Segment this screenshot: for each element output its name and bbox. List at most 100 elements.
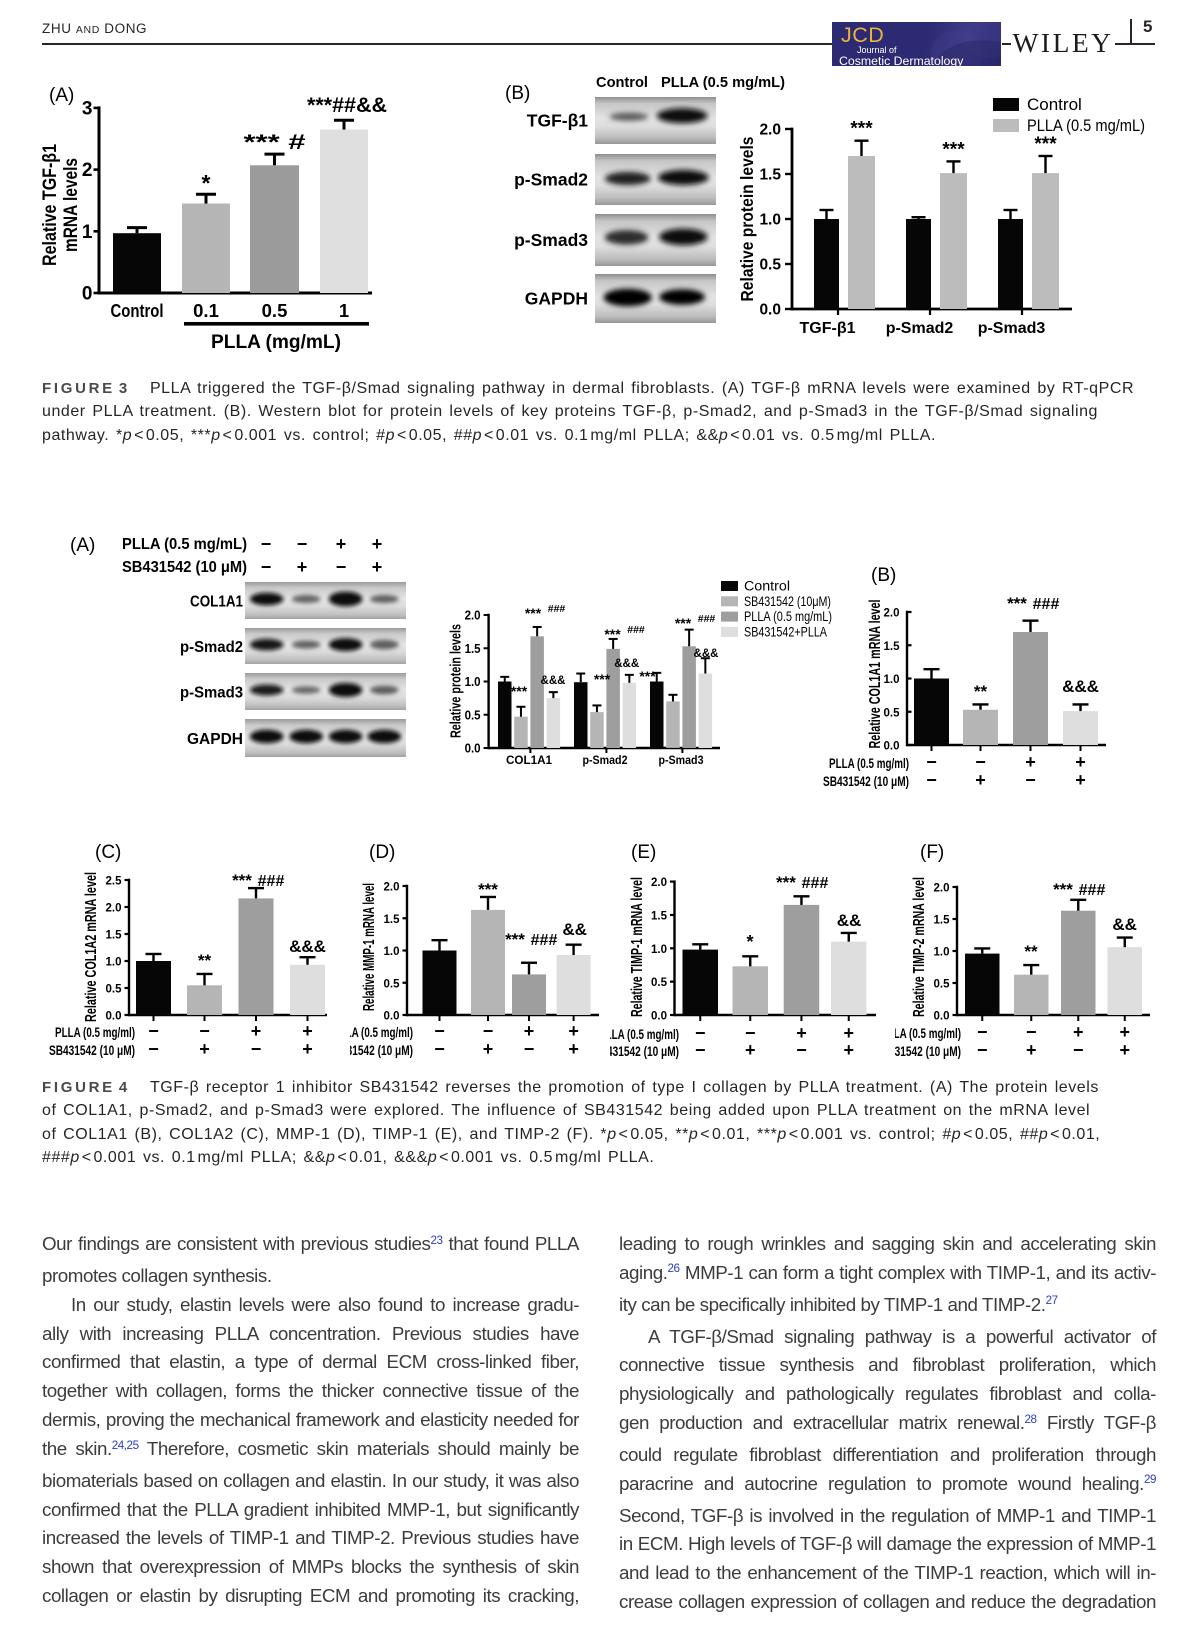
svg-text:###: ### <box>627 624 645 636</box>
svg-text:0.5: 0.5 <box>884 705 900 719</box>
svg-text:+: + <box>796 1023 807 1043</box>
svg-text:***: *** <box>776 873 796 892</box>
svg-text:***: *** <box>604 626 621 642</box>
svg-text:−: − <box>524 1039 535 1059</box>
svg-text:COL1A1: COL1A1 <box>506 753 552 767</box>
svg-text:1.0: 1.0 <box>651 942 667 956</box>
svg-text:PLLA (0.5 mg/ml): PLLA (0.5 mg/ml) <box>350 1025 413 1040</box>
svg-text:***: *** <box>232 871 252 890</box>
svg-text:PLLA (0.5 mg/ml): PLLA (0.5 mg/ml) <box>829 756 909 771</box>
svg-text:0.0: 0.0 <box>384 1009 400 1023</box>
svg-text:1.5: 1.5 <box>884 639 900 653</box>
svg-text:PLLA (mg/mL): PLLA (mg/mL) <box>211 332 341 353</box>
svg-text:1.0: 1.0 <box>759 212 781 229</box>
svg-text:0.0: 0.0 <box>106 1009 122 1023</box>
svg-text:+: + <box>302 1039 313 1059</box>
svg-text:1.5: 1.5 <box>384 912 400 926</box>
svg-text:0: 0 <box>82 284 93 305</box>
svg-text:2.0: 2.0 <box>884 606 900 620</box>
svg-text:***: *** <box>525 605 542 621</box>
svg-text:###: ### <box>531 932 558 949</box>
svg-text:TGF-β1: TGF-β1 <box>527 111 589 131</box>
svg-text:1.5: 1.5 <box>106 928 122 942</box>
svg-text:−: − <box>199 1021 210 1041</box>
svg-text:0.0: 0.0 <box>651 1009 667 1023</box>
svg-text:+: + <box>843 1040 854 1060</box>
svg-text:−: − <box>796 1040 807 1060</box>
svg-text:&&&: &&& <box>541 675 566 687</box>
svg-text:+: + <box>1073 1022 1084 1042</box>
svg-text:+: + <box>199 1039 210 1059</box>
svg-text:p-Smad2: p-Smad2 <box>514 170 588 190</box>
svg-text:1.0: 1.0 <box>465 675 481 689</box>
svg-text:−: − <box>695 1023 706 1043</box>
svg-text:###: ### <box>1033 596 1060 613</box>
svg-text:−: − <box>977 1040 988 1060</box>
svg-text:−: − <box>1073 1040 1084 1060</box>
svg-text:1.0: 1.0 <box>384 944 400 958</box>
svg-text:Relative TIMP-1 mRNA level: Relative TIMP-1 mRNA level <box>629 877 646 1017</box>
svg-text:***: *** <box>1053 880 1073 899</box>
svg-text:&&: && <box>562 920 587 939</box>
svg-text:1.5: 1.5 <box>759 167 781 184</box>
svg-text:###: ### <box>258 873 285 890</box>
svg-text:−: − <box>261 534 272 554</box>
svg-text:###: ### <box>698 613 716 625</box>
svg-text:***: *** <box>478 880 498 899</box>
svg-text:1.5: 1.5 <box>934 913 950 927</box>
svg-text:Relative TIMP-2 mRNA level: Relative TIMP-2 mRNA level <box>911 877 928 1017</box>
svg-text:−: − <box>251 1039 262 1059</box>
svg-text:+: + <box>1026 1040 1037 1060</box>
svg-text:2: 2 <box>82 160 93 181</box>
svg-text:(A): (A) <box>70 535 95 556</box>
svg-text:***: *** <box>675 615 692 631</box>
svg-text:1.0: 1.0 <box>884 672 900 686</box>
svg-text:−: − <box>745 1023 756 1043</box>
svg-text:(B): (B) <box>505 83 530 104</box>
svg-text:Relative protein levels: Relative protein levels <box>448 624 465 738</box>
svg-text:−: − <box>434 1021 445 1041</box>
svg-text:SB431542+PLLA: SB431542+PLLA <box>744 624 827 639</box>
svg-text:COL1A1: COL1A1 <box>190 594 243 611</box>
svg-text:###: ### <box>548 603 566 615</box>
svg-text:−: − <box>148 1039 159 1059</box>
svg-text:−: − <box>926 770 937 790</box>
svg-text:Control: Control <box>111 300 164 321</box>
svg-text:1: 1 <box>82 222 93 243</box>
svg-text:+: + <box>372 557 383 577</box>
svg-text:2.0: 2.0 <box>465 609 481 623</box>
svg-text:−: − <box>261 557 272 577</box>
svg-text:(E): (E) <box>631 842 656 863</box>
svg-text:*: * <box>746 932 753 952</box>
svg-text:(C): (C) <box>95 842 121 863</box>
svg-text:0.5: 0.5 <box>262 300 288 321</box>
svg-text:***: *** <box>850 119 873 140</box>
svg-text:−: − <box>695 1040 706 1060</box>
svg-text:+: + <box>1025 752 1036 772</box>
svg-text:+: + <box>302 1021 313 1041</box>
svg-text:−: − <box>336 557 347 577</box>
svg-text:***: *** <box>942 139 965 160</box>
svg-text:PLLA (0.5 mg/mL): PLLA (0.5 mg/mL) <box>1027 116 1145 135</box>
svg-text:###: ### <box>802 875 829 892</box>
svg-text:Relative COL1A1 mRNA level: Relative COL1A1 mRNA level <box>867 600 884 749</box>
svg-text:Relative MMP-1 mRNA level: Relative MMP-1 mRNA level <box>361 883 378 1011</box>
svg-text:(A): (A) <box>49 85 74 106</box>
svg-text:+: + <box>372 534 383 554</box>
svg-text:**: ** <box>1024 942 1038 961</box>
svg-text:*** #: *** # <box>244 131 306 154</box>
svg-text:&&&: &&& <box>289 937 326 956</box>
svg-text:−: − <box>434 1039 445 1059</box>
svg-text:0.5: 0.5 <box>934 977 950 991</box>
svg-text:2.0: 2.0 <box>759 122 781 139</box>
svg-text:p-Smad3: p-Smad3 <box>180 685 243 702</box>
svg-text:2.0: 2.0 <box>651 875 667 889</box>
svg-text:Relative COL1A2 mRNA level: Relative COL1A2 mRNA level <box>83 872 100 1022</box>
svg-text:***: *** <box>594 671 611 687</box>
svg-text:PLLA (0.5 mg/mL): PLLA (0.5 mg/mL) <box>744 609 832 624</box>
svg-text:**: ** <box>974 682 988 701</box>
svg-text:&&&: &&& <box>1062 677 1099 696</box>
svg-text:(B): (B) <box>871 565 896 586</box>
svg-text:SB431542 (10 μM): SB431542 (10 μM) <box>350 1043 413 1058</box>
svg-text:0.5: 0.5 <box>106 982 122 996</box>
